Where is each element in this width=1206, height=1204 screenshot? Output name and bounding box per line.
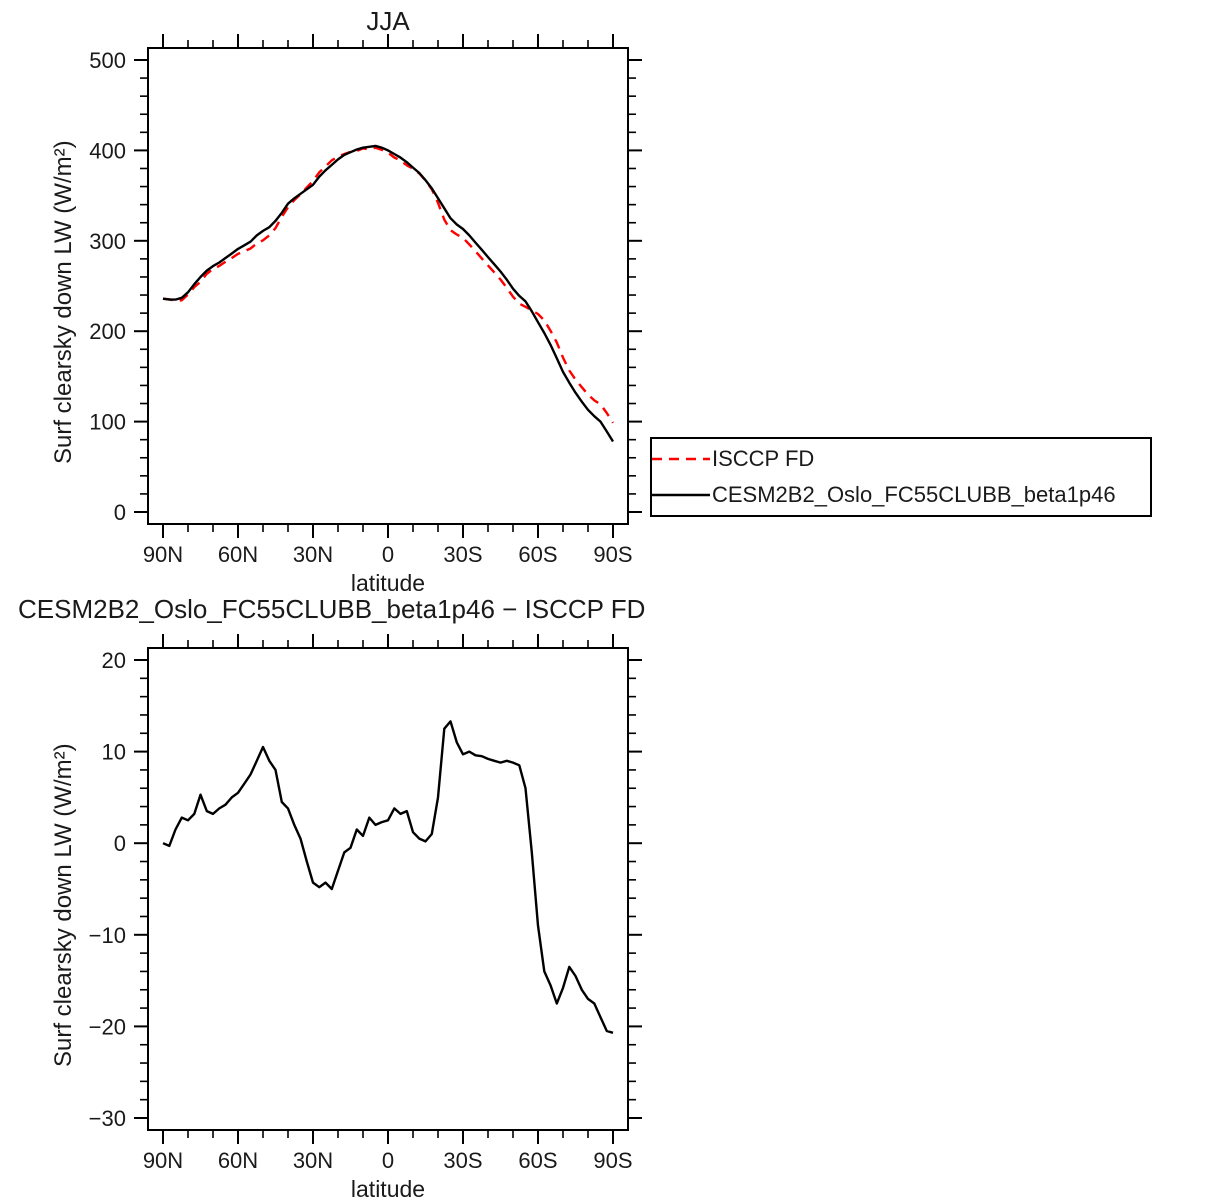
legend-item-cesm2b2: CESM2B2_Oslo_FC55CLUBB_beta1p46 xyxy=(652,478,1150,512)
x-tick-label: 0 xyxy=(382,542,394,567)
y-tick-label: 400 xyxy=(89,138,126,163)
x-tick-label: 30N xyxy=(293,1148,333,1173)
plot-frame xyxy=(147,647,629,1131)
axis-ticks: 90N 60N 30N 0 30S 60S 90S −30 −20 −10 0 10 20 xyxy=(89,634,642,1173)
x-tick-label: 60N xyxy=(218,542,258,567)
legend-label-cesm2b2: CESM2B2_Oslo_FC55CLUBB_beta1p46 xyxy=(712,482,1116,508)
y-tick-label: −20 xyxy=(89,1014,126,1039)
x-tick-label: 60S xyxy=(518,542,557,567)
curve-cesm2b2-oslo-fc55clubb-beta1p46-isccp-fd xyxy=(162,720,614,1034)
x-tick-label: 0 xyxy=(382,1148,394,1173)
y-tick-label: 20 xyxy=(102,648,126,673)
y-tick-label: 300 xyxy=(89,229,126,254)
legend-line-sample-isccp-fd xyxy=(652,452,710,466)
x-tick-label: 90N xyxy=(143,1148,183,1173)
x-tick-label: 30N xyxy=(293,542,333,567)
y-tick-label: 10 xyxy=(102,740,126,765)
curve-cesm2b2-oslo-fc55clubb-beta1p46 xyxy=(162,144,615,443)
bottom-chart-title: CESM2B2_Oslo_FC55CLUBB_beta1p46 − ISCCP … xyxy=(18,594,646,624)
x-tick-label: 30S xyxy=(443,1148,482,1173)
y-tick-label: −30 xyxy=(89,1106,126,1131)
x-tick-label: 60S xyxy=(518,1148,557,1173)
x-tick-label: 90S xyxy=(593,1148,632,1173)
legend-label-isccp-fd: ISCCP FD xyxy=(712,445,815,471)
y-tick-label: −10 xyxy=(89,923,126,948)
top-chart-title: JJA xyxy=(366,6,410,36)
plot-frame xyxy=(147,47,629,525)
bottom-chart-x-axis-label: latitude xyxy=(350,1176,426,1202)
chart-0: 90N 60N 30N 0 30S 60S 90S 0 100 200 300 400 500 xyxy=(89,34,642,567)
chart-1: 90N 60N 30N 0 30S 60S 90S −30 −20 −10 0 10 20 xyxy=(89,634,642,1173)
y-tick-label: 200 xyxy=(89,319,126,344)
y-tick-label: 500 xyxy=(89,48,126,73)
x-tick-label: 30S xyxy=(443,542,482,567)
bottom-chart-y-axis-label: Surf clearsky down LW (W/m²) xyxy=(50,743,77,1067)
legend-box: ISCCP FD CESM2B2_Oslo_FC55CLUBB_beta1p46 xyxy=(650,437,1152,517)
legend-item-isccp-fd: ISCCP FD xyxy=(652,442,1150,476)
curve-isccp-fd xyxy=(162,146,615,424)
y-tick-label: 0 xyxy=(114,831,126,856)
axis-ticks: 90N 60N 30N 0 30S 60S 90S 0 100 200 300 400 500 xyxy=(89,34,642,567)
top-chart-y-axis-label: Surf clearsky down LW (W/m²) xyxy=(50,140,77,464)
top-chart-x-axis-label: latitude xyxy=(350,570,426,596)
x-tick-label: 60N xyxy=(218,1148,258,1173)
x-tick-label: 90N xyxy=(143,542,183,567)
legend-line-sample-cesm2b2 xyxy=(652,488,710,502)
y-tick-label: 0 xyxy=(114,500,126,525)
x-tick-label: 90S xyxy=(593,542,632,567)
y-tick-label: 100 xyxy=(89,410,126,435)
